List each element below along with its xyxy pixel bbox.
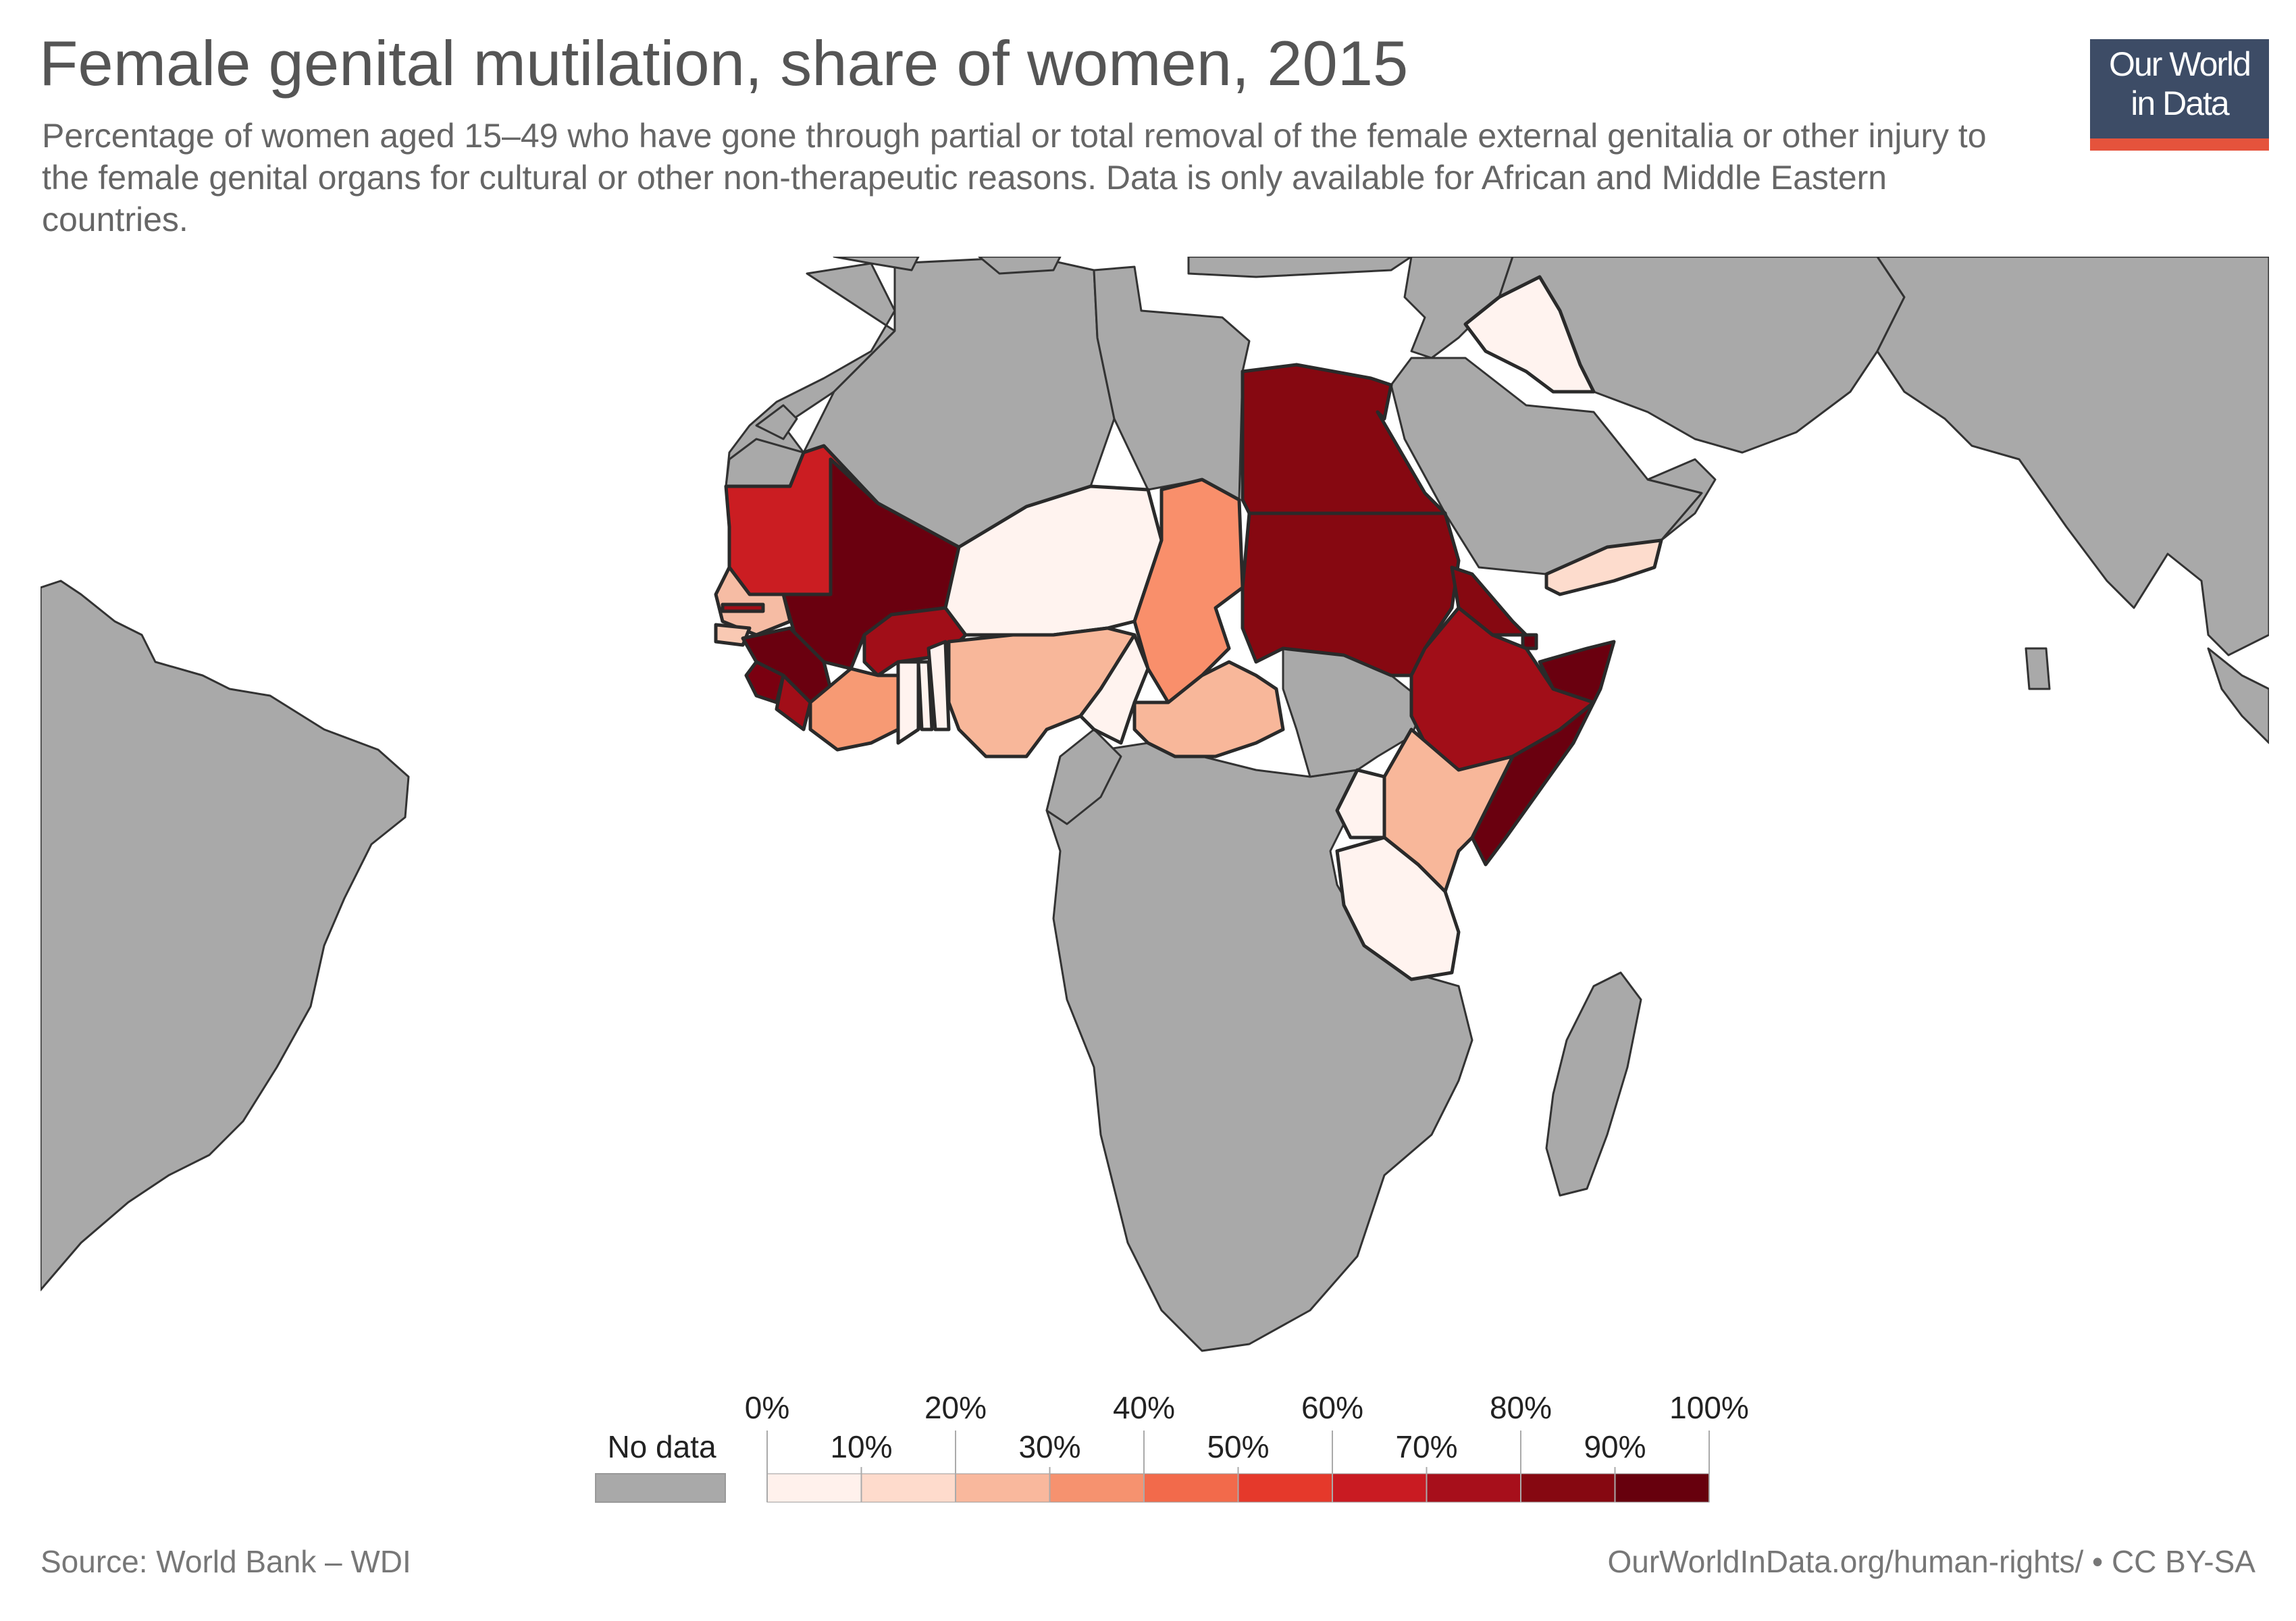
- legend-tick-label-bottom-2: 50%: [1207, 1429, 1269, 1464]
- country-iraq[interactable]: [1463, 275, 1596, 394]
- legend-tick-label-top-3: 60%: [1301, 1390, 1363, 1425]
- country-europe-top[interactable]: [833, 257, 1413, 278]
- logo-accent-bar: [2090, 138, 2269, 151]
- legend-bin-0: [766, 1473, 862, 1503]
- country-djibouti[interactable]: [1521, 633, 1538, 650]
- chart-subtitle: Percentage of women aged 15–49 who have …: [42, 117, 1987, 238]
- logo-line-1: Our World: [2109, 45, 2251, 83]
- legend-tick-label-top-2: 40%: [1113, 1390, 1175, 1425]
- country-sudan[interactable]: [1241, 511, 1461, 677]
- legend-bin-5: [1238, 1473, 1333, 1503]
- legend-tick-label-top-1: 20%: [924, 1390, 987, 1425]
- logo-line-2: in Data: [2131, 84, 2229, 122]
- country-india-region[interactable]: [1876, 257, 2269, 657]
- country-niger[interactable]: [943, 484, 1164, 637]
- legend-no-data-label: No data: [607, 1429, 716, 1464]
- country-liberia[interactable]: [775, 673, 812, 731]
- footer-url[interactable]: OurWorldInData.org/human-rights/ • CC BY…: [1607, 1544, 2256, 1579]
- legend-tick-label-top-5: 100%: [1669, 1390, 1749, 1425]
- country-south-america[interactable]: [41, 580, 410, 1291]
- country-central-african-republic[interactable]: [1132, 660, 1285, 758]
- country-egypt[interactable]: [1241, 363, 1447, 515]
- legend-tick-label-bottom-1: 30%: [1018, 1429, 1080, 1464]
- chart-title: Female genital mutilation, share of wome…: [39, 28, 1409, 99]
- country-somalia[interactable]: [1470, 640, 1616, 867]
- owid-logo[interactable]: Our World in Data: [2090, 39, 2269, 151]
- legend-bin-1: [861, 1473, 956, 1503]
- country-madagascar[interactable]: [1545, 971, 1642, 1197]
- country-sri-lanka[interactable]: [2025, 647, 2051, 690]
- legend-bin-2: [955, 1473, 1050, 1503]
- legend-tick-label-top-4: 80%: [1490, 1390, 1552, 1425]
- legend-ticks: 0% 20% 40% 60% 80% 100% 10% 30% 50% 70% 90%: [745, 1390, 1749, 1502]
- legend-bin-6: [1332, 1473, 1427, 1503]
- country-guinea-bissau[interactable]: [714, 623, 752, 647]
- country-southeast-asia[interactable]: [2207, 647, 2269, 744]
- legend-bin-9: [1615, 1473, 1710, 1503]
- legend-tick-label-bottom-3: 70%: [1395, 1429, 1457, 1464]
- country-togo[interactable]: [916, 660, 934, 731]
- country-tunisia-libya[interactable]: [1093, 265, 1251, 501]
- legend-tick-label-bottom-0: 10%: [830, 1429, 892, 1464]
- map-layer: [41, 257, 2269, 1352]
- country-tanzania[interactable]: [1335, 835, 1461, 981]
- country-uganda[interactable]: [1335, 768, 1386, 840]
- country-yemen[interactable]: [1544, 538, 1663, 596]
- legend-tick-label-bottom-4: 90%: [1584, 1429, 1646, 1464]
- legend-bins: [766, 1473, 1710, 1503]
- country-cameroon[interactable]: [1078, 633, 1150, 745]
- country-senegal[interactable]: [714, 565, 792, 637]
- country-chad[interactable]: [1132, 478, 1245, 704]
- legend-no-data-swatch: [595, 1473, 726, 1503]
- legend-bin-7: [1426, 1473, 1521, 1503]
- legend-bin-8: [1520, 1473, 1615, 1503]
- world-map[interactable]: [41, 257, 2269, 1364]
- country-ghana[interactable]: [896, 660, 920, 745]
- legend-tick-label-top-0: 0%: [745, 1390, 789, 1425]
- footer-source: Source: World Bank – WDI: [41, 1544, 411, 1579]
- country-gambia[interactable]: [721, 602, 765, 613]
- legend-bin-3: [1049, 1473, 1145, 1503]
- country-western-sahara-north[interactable]: [755, 404, 798, 440]
- country-sierra-leone[interactable]: [744, 660, 785, 704]
- legend-bin-4: [1143, 1473, 1238, 1503]
- logo-text: Our World in Data: [2090, 45, 2269, 123]
- country-benin[interactable]: [927, 640, 951, 731]
- country-oman[interactable]: [1646, 458, 1717, 542]
